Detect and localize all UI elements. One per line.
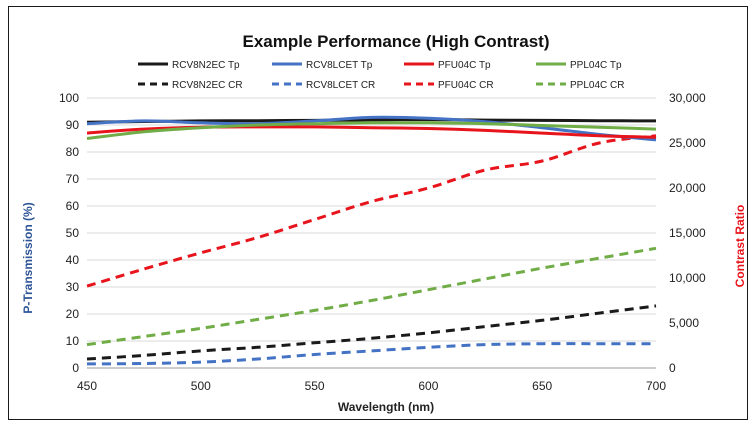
y-tick-label: 90 — [66, 118, 80, 132]
y2-axis-ticks: 0 5,000 10,000 15,000 20,000 25,000 30,000 — [669, 91, 706, 375]
series-line-ppl04c-tp — [86, 121, 657, 140]
y2-tick-label: 15,000 — [669, 226, 706, 240]
series-line-rcv8n2ec-cr — [86, 304, 657, 361]
y-tick-label: 70 — [66, 172, 80, 186]
legend-label: RCV8LCET Tp — [306, 60, 373, 71]
series-layer — [86, 115, 657, 366]
series-line-ppl04c-cr — [86, 246, 657, 347]
y-tick-label: 50 — [66, 226, 80, 240]
legend-label: PFU04C Tp — [438, 60, 491, 71]
y-tick-label: 100 — [59, 91, 79, 105]
legend-label: RCV8LCET CR — [306, 80, 375, 91]
y-axis-ticks: 0 10 20 30 40 50 60 70 80 90 100 — [59, 91, 79, 375]
y2-tick-label: 10,000 — [669, 271, 706, 285]
x-tick-label: 500 — [191, 379, 211, 393]
series-line-rcv8lcet-cr — [86, 342, 656, 366]
y-tick-label: 30 — [66, 280, 80, 294]
y-tick-label: 0 — [72, 361, 79, 375]
x-tick-label: 700 — [646, 379, 666, 393]
series-line-pfu04c-cr — [86, 134, 657, 288]
y-tick-label: 10 — [66, 334, 80, 348]
y-axis-title: P-Transmission (%) — [21, 202, 35, 313]
y-tick-label: 80 — [66, 145, 80, 159]
y-tick-label: 40 — [66, 253, 80, 267]
x-tick-label: 450 — [77, 379, 97, 393]
x-axis-ticks: 450 500 550 600 650 700 — [77, 379, 666, 393]
legend-label: PPL04C CR — [570, 80, 624, 91]
x-tick-label: 650 — [532, 379, 552, 393]
y2-axis-title: Contrast Ratio — [733, 205, 747, 288]
y-tick-label: 60 — [66, 199, 80, 213]
y-tick-label: 20 — [66, 307, 80, 321]
series-line-rcv8lcet-tp — [86, 115, 657, 142]
legend-label: PPL04C Tp — [570, 60, 622, 71]
legend: RCV8N2EC Tp RCV8LCET Tp PFU04C Tp PPL04C Tp… — [138, 60, 624, 91]
x-axis-title: Wavelength (nm) — [338, 400, 434, 414]
legend-label: PFU04C CR — [438, 80, 494, 91]
chart-title: Example Performance (High Contrast) — [242, 32, 549, 51]
x-tick-label: 550 — [305, 379, 325, 393]
gridlines — [87, 97, 656, 369]
legend-label: RCV8N2EC Tp — [172, 60, 240, 71]
y2-tick-label: 20,000 — [669, 181, 706, 195]
y2-tick-label: 30,000 — [669, 91, 706, 105]
y2-tick-label: 25,000 — [669, 136, 706, 150]
y2-tick-label: 5,000 — [669, 316, 699, 330]
y2-tick-label: 0 — [669, 361, 676, 375]
x-tick-label: 600 — [418, 379, 438, 393]
legend-label: RCV8N2EC CR — [172, 80, 243, 91]
